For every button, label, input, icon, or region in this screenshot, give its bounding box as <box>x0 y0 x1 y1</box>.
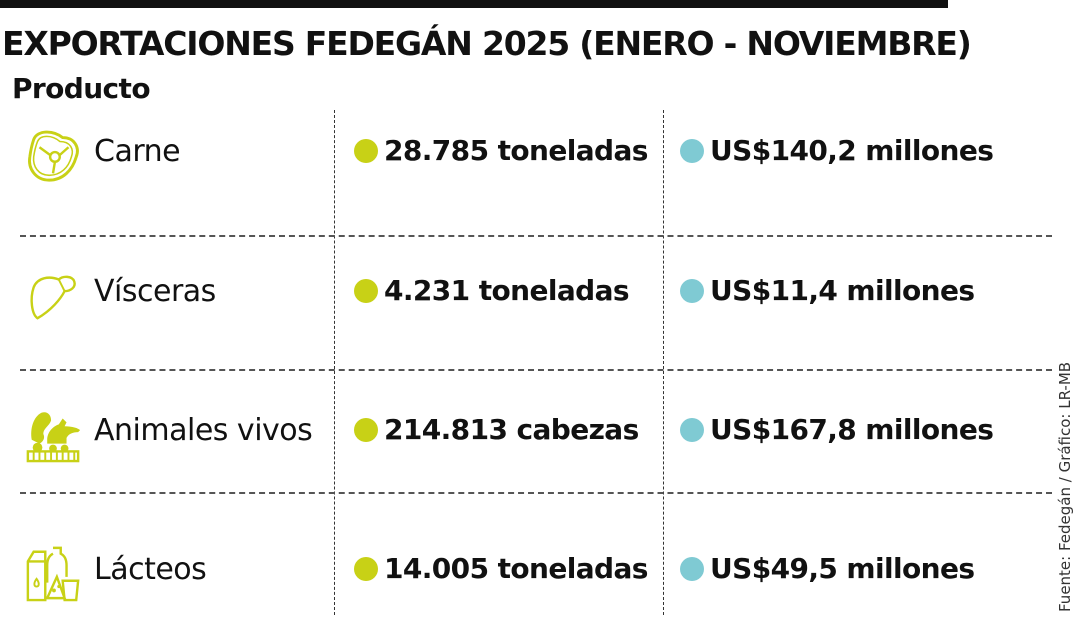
steak-icon <box>28 130 79 182</box>
row-divider-2 <box>20 369 1052 371</box>
row-divider-3 <box>20 492 1052 494</box>
column-label-product: Producto <box>12 72 151 105</box>
value-cell: US$49,5 millones <box>680 552 975 585</box>
usd-value: US$11,4 millones <box>710 274 975 307</box>
dairy-icon <box>26 546 80 602</box>
volume-value: 14.005 toneladas <box>384 552 648 585</box>
value-dot-icon <box>680 556 704 581</box>
page-title: EXPORTACIONES FEDEGÁN 2025 (ENERO - NOVI… <box>2 24 972 63</box>
volume-value: 28.785 toneladas <box>384 134 648 167</box>
table-row: Lácteos 14.005 toneladas US$49,5 millone… <box>0 538 1040 608</box>
column-divider-2 <box>663 110 664 615</box>
usd-value: US$167,8 millones <box>710 413 994 446</box>
column-divider-1 <box>334 110 335 615</box>
table-row: Animales vivos 214.813 cabezas US$167,8 … <box>0 399 1040 469</box>
value-dot-icon <box>680 278 704 303</box>
value-cell: US$167,8 millones <box>680 413 994 446</box>
volume-dot-icon <box>354 417 378 442</box>
volume-dot-icon <box>354 278 378 303</box>
value-dot-icon <box>680 417 704 442</box>
liver-icon <box>30 275 76 320</box>
usd-value: US$49,5 millones <box>710 552 975 585</box>
row-divider-1 <box>20 235 1052 237</box>
volume-value: 4.231 toneladas <box>384 274 630 307</box>
value-dot-icon <box>680 138 704 163</box>
volume-cell: 214.813 cabezas <box>354 413 639 446</box>
product-name: Vísceras <box>94 274 216 309</box>
volume-cell: 28.785 toneladas <box>354 134 648 167</box>
value-cell: US$11,4 millones <box>680 274 975 307</box>
volume-dot-icon <box>354 556 378 581</box>
product-name: Animales vivos <box>94 413 313 448</box>
source-credit: Fuente: Fedegán / Gráfico: LR-MB <box>1056 361 1074 612</box>
volume-dot-icon <box>354 138 378 163</box>
volume-cell: 4.231 toneladas <box>354 274 630 307</box>
table-row: Vísceras 4.231 toneladas US$11,4 millone… <box>0 260 1040 330</box>
volume-cell: 14.005 toneladas <box>354 552 648 585</box>
product-name: Lácteos <box>94 552 207 587</box>
livestock-icon <box>26 412 81 463</box>
usd-value: US$140,2 millones <box>710 134 994 167</box>
table-row: Carne 28.785 toneladas US$140,2 millones <box>0 120 1040 190</box>
top-rule <box>0 0 948 8</box>
value-cell: US$140,2 millones <box>680 134 994 167</box>
volume-value: 214.813 cabezas <box>384 413 639 446</box>
product-name: Carne <box>94 134 181 169</box>
